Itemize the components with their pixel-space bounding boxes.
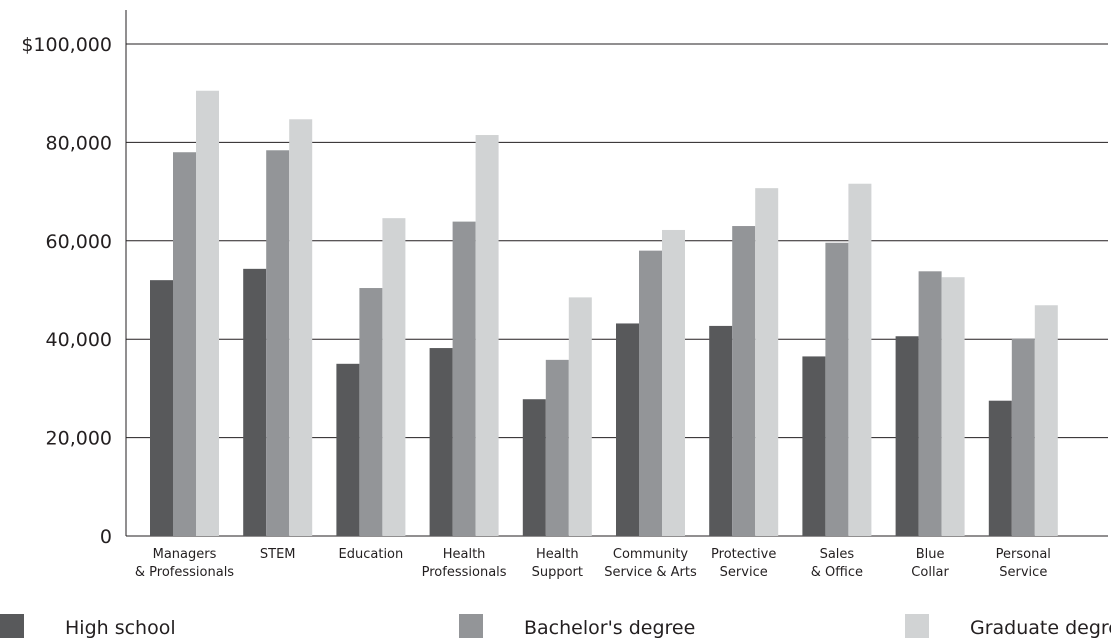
bar: [568, 297, 592, 536]
legend-swatch: [459, 614, 483, 638]
x-category-label-line: Service & Arts: [604, 565, 697, 580]
bars: [150, 90, 1058, 537]
bar: [266, 150, 290, 536]
bar: [802, 356, 826, 536]
x-category-label: Personal Service: [996, 547, 1051, 580]
x-category-label: Sales & Office: [811, 547, 863, 580]
bar: [918, 271, 942, 536]
legend: High school Bachelor's degree Graduate deg…: [0, 614, 1111, 639]
x-category-label-line: STEM: [260, 547, 296, 562]
bar: [243, 268, 267, 536]
bar: [429, 348, 453, 536]
x-category-label: Managers & Professionals: [135, 547, 234, 580]
bar: [336, 363, 360, 536]
bar: [522, 399, 546, 536]
x-category-label: Education: [339, 547, 404, 562]
bar: [382, 218, 406, 536]
bar: [755, 188, 779, 536]
bar: [545, 359, 569, 536]
x-category-label-line: Education: [339, 547, 404, 562]
bar: [848, 183, 872, 536]
x-category-label: Community Service & Arts: [604, 547, 697, 580]
bar: [359, 288, 383, 536]
bar: [895, 336, 919, 536]
legend-label: High school: [65, 617, 176, 639]
x-category-label-line: Health: [443, 547, 486, 562]
y-tick-label: $100,000: [21, 34, 112, 56]
y-tick-label: 80,000: [46, 132, 112, 154]
bar: [1011, 338, 1035, 536]
x-category-label-line: Sales: [820, 547, 855, 562]
bar: [825, 242, 849, 536]
x-category-label-line: Community: [613, 547, 689, 562]
bar: [1034, 305, 1058, 536]
legend-swatch: [0, 614, 24, 638]
y-axis-tick-labels: 0 20,000 40,000 60,000 80,000 $100,000: [21, 34, 112, 548]
x-category-label-line: Service: [720, 565, 768, 580]
x-category-label-line: Health: [536, 547, 579, 562]
x-category-label-line: Protective: [711, 547, 776, 562]
x-category-label: STEM: [260, 547, 296, 562]
bar: [150, 280, 173, 536]
y-tick-label: 0: [100, 526, 112, 548]
bar: [196, 90, 219, 537]
bar: [289, 119, 313, 536]
bar: [709, 325, 733, 536]
legend-label: Bachelor's degree: [524, 617, 695, 639]
x-category-label: Blue Collar: [911, 547, 949, 580]
x-category-label: Protective Service: [711, 547, 776, 580]
bar: [452, 221, 476, 536]
x-category-label: Health Support: [532, 547, 583, 580]
y-tick-label: 40,000: [46, 329, 112, 351]
x-category-label-line: Collar: [911, 565, 949, 580]
bar: [639, 250, 662, 536]
legend-label: Graduate degree: [970, 617, 1111, 639]
y-tick-label: 60,000: [46, 231, 112, 253]
x-category-label-line: Professionals: [422, 565, 507, 580]
bar: [173, 152, 196, 537]
x-category-label-line: Service: [999, 565, 1047, 580]
bar: [941, 277, 965, 536]
bar: [988, 400, 1012, 536]
x-category-label-line: Managers: [153, 547, 217, 562]
legend-swatch: [905, 614, 929, 638]
x-category-label-line: & Professionals: [135, 565, 234, 580]
x-category-label-line: Personal: [996, 547, 1051, 562]
x-category-label-line: Support: [532, 565, 583, 580]
bar: [475, 135, 499, 536]
bar: [616, 323, 639, 536]
x-category-label: Health Professionals: [422, 547, 507, 580]
x-category-label-line: & Office: [811, 565, 863, 580]
x-axis-category-labels: Managers & Professionals STEM Education Heal…: [135, 547, 1051, 580]
bar: [732, 226, 756, 537]
bar: [662, 229, 685, 536]
y-tick-label: 20,000: [46, 428, 112, 450]
x-category-label-line: Blue: [916, 547, 945, 562]
